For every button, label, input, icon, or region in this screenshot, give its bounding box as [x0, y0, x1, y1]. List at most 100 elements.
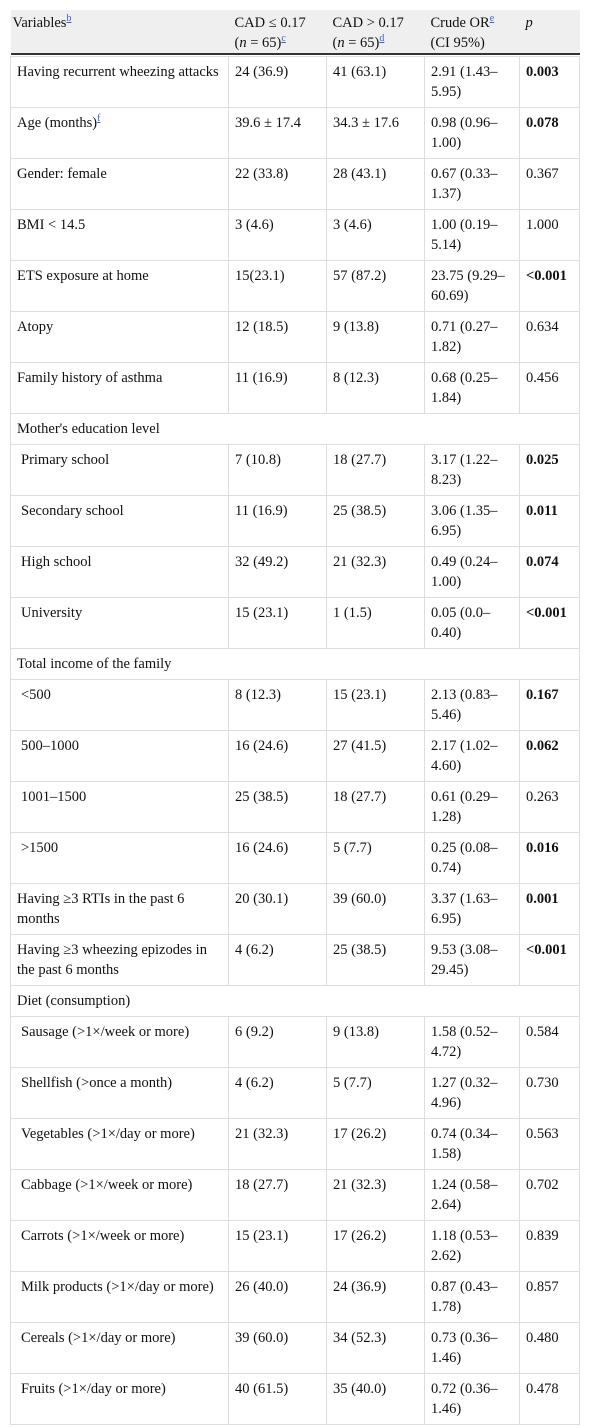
variable-cell: University	[10, 597, 229, 649]
value-cell: 9 (13.8)	[326, 1016, 425, 1068]
data-row: 500–1000 16 (24.6) 27 (41.5) 2.17 (1.02–4.6…	[10, 730, 580, 782]
cell-text: 28 (43.1)	[333, 166, 387, 182]
data-row: Sausage (>1×/week or more) 6 (9.2) 9 (13.8…	[10, 1016, 580, 1068]
value-cell: 1.00 (0.19–5.14)	[424, 209, 520, 261]
value-cell: 0.87 (0.43–1.78)	[424, 1271, 520, 1323]
value-cell: 8 (12.3)	[326, 362, 425, 414]
variable-label: BMI < 14.5	[17, 217, 86, 233]
variable-cell: Having ≥3 wheezing epizodes in the past …	[10, 934, 229, 986]
cell-text: 16 (24.6)	[235, 840, 289, 856]
cell-text: 5 (7.7)	[333, 1075, 372, 1091]
value-cell: 15 (23.1)	[326, 679, 425, 731]
variable-cell: High school	[10, 546, 229, 598]
cell-text: 0.05 (0.0–0.40)	[431, 605, 491, 641]
cell-text: 1.24 (0.58–2.64)	[431, 1177, 498, 1213]
value-cell: 3.06 (1.35–6.95)	[424, 495, 520, 547]
value-cell: 15(23.1)	[228, 260, 327, 312]
cell-text: 27 (41.5)	[333, 738, 387, 754]
value-cell: 21 (32.3)	[326, 546, 425, 598]
data-row: Primary school 7 (10.8) 18 (27.7) 3.17 (1.2…	[10, 444, 580, 496]
value-cell: 0.078	[519, 107, 580, 159]
data-row: ETS exposure at home 15(23.1) 57 (87.2) 23.…	[10, 260, 580, 312]
cell-text: 0.74 (0.34–1.58)	[431, 1126, 498, 1162]
value-cell: 5 (7.7)	[326, 832, 425, 884]
variable-cell: <500	[10, 679, 229, 731]
section-cell: Total income of the family	[10, 648, 580, 680]
cell-text: 4 (6.2)	[235, 942, 274, 958]
value-cell: 3 (4.6)	[228, 209, 327, 261]
cell-text: 15(23.1)	[235, 268, 285, 284]
value-cell: 1.58 (0.52–4.72)	[424, 1016, 520, 1068]
value-cell: 9 (13.8)	[326, 311, 425, 363]
cell-text: 39 (60.0)	[235, 1330, 289, 1346]
value-cell: 11 (16.9)	[228, 362, 327, 414]
cell-text: 41 (63.1)	[333, 64, 387, 80]
p-value: 0.025	[526, 452, 559, 468]
p-value: 0.478	[526, 1381, 559, 1397]
variable-label: ETS exposure at home	[17, 268, 149, 284]
cell-text: 15 (23.1)	[333, 687, 387, 703]
p-value: 0.456	[526, 370, 559, 386]
variable-label: >1500	[21, 840, 59, 856]
cell-text: 2.13 (0.83–5.46)	[431, 687, 498, 723]
value-cell: 0.167	[519, 679, 580, 731]
value-cell: 0.67 (0.33–1.37)	[424, 158, 520, 210]
value-cell: 1.18 (0.53–2.62)	[424, 1220, 520, 1272]
header-cell: Crude ORe (CI 95%)	[424, 10, 520, 55]
value-cell: 0.025	[519, 444, 580, 496]
value-cell: 32 (49.2)	[228, 546, 327, 598]
header-text: CAD ≤ 0.17	[234, 15, 306, 31]
value-cell: 34 (52.3)	[326, 1322, 425, 1374]
header-var: n	[337, 35, 345, 51]
variable-cell: Atopy	[10, 311, 229, 363]
value-cell: 0.73 (0.36–1.46)	[424, 1322, 520, 1374]
p-value: 0.016	[526, 840, 559, 856]
footnote-ref: e	[489, 13, 495, 25]
header-text: = 65)	[344, 35, 380, 51]
value-cell: 18 (27.7)	[228, 1169, 327, 1221]
cell-text: 18 (27.7)	[235, 1177, 289, 1193]
value-cell: 1.27 (0.32–4.96)	[424, 1067, 520, 1119]
value-cell: 0.263	[519, 781, 580, 833]
value-cell: 17 (26.2)	[326, 1118, 425, 1170]
variable-cell: Shellfish (>once a month)	[10, 1067, 229, 1119]
cell-text: 25 (38.5)	[235, 789, 289, 805]
p-value: 0.367	[526, 166, 559, 182]
cell-text: 5 (7.7)	[333, 840, 372, 856]
value-cell: 34.3 ± 17.6	[326, 107, 425, 159]
value-cell: 8 (12.3)	[228, 679, 327, 731]
data-row: Cereals (>1×/day or more) 39 (60.0) 34 (52…	[10, 1322, 580, 1374]
cell-text: 20 (30.1)	[235, 891, 289, 907]
variable-label: Shellfish (>once a month)	[21, 1075, 173, 1091]
value-cell: 35 (40.0)	[326, 1373, 425, 1425]
variable-label: Having ≥3 RTIs in the past 6 months	[17, 891, 185, 927]
value-cell: 39 (60.0)	[326, 883, 425, 935]
variable-cell: Primary school	[10, 444, 229, 496]
variable-cell: 1001–1500	[10, 781, 229, 833]
section-row: Diet (consumption)	[10, 985, 580, 1017]
value-cell: 0.584	[519, 1016, 580, 1068]
cell-text: 23.75 (9.29–60.69)	[431, 268, 505, 304]
variable-cell: Family history of asthma	[10, 362, 229, 414]
cell-text: 1.00 (0.19–5.14)	[431, 217, 498, 253]
data-row: BMI < 14.5 3 (4.6) 3 (4.6) 1.00 (0.19–5.14)…	[10, 209, 580, 261]
cell-text: 1 (1.5)	[333, 605, 372, 621]
p-value: 0.001	[526, 891, 559, 907]
section-cell: Mother's education level	[10, 413, 580, 445]
cell-text: 0.98 (0.96–1.00)	[431, 115, 498, 151]
data-row: Secondary school 11 (16.9) 25 (38.5) 3.06 (…	[10, 495, 580, 547]
cell-text: 15 (23.1)	[235, 605, 289, 621]
cell-text: 0.49 (0.24–1.00)	[431, 554, 498, 590]
value-cell: 24 (36.9)	[326, 1271, 425, 1323]
cell-text: 22 (33.8)	[235, 166, 289, 182]
value-cell: 6 (9.2)	[228, 1016, 327, 1068]
footnote-ref: b	[66, 13, 72, 25]
section-row: Total income of the family	[10, 648, 580, 680]
cell-text: 39.6 ± 17.4	[235, 115, 301, 131]
cell-text: 11 (16.9)	[235, 370, 288, 386]
value-cell: 17 (26.2)	[326, 1220, 425, 1272]
footnote-ref: c	[281, 33, 286, 45]
header-text: Crude OR	[430, 15, 490, 31]
value-cell: 0.05 (0.0–0.40)	[424, 597, 520, 649]
